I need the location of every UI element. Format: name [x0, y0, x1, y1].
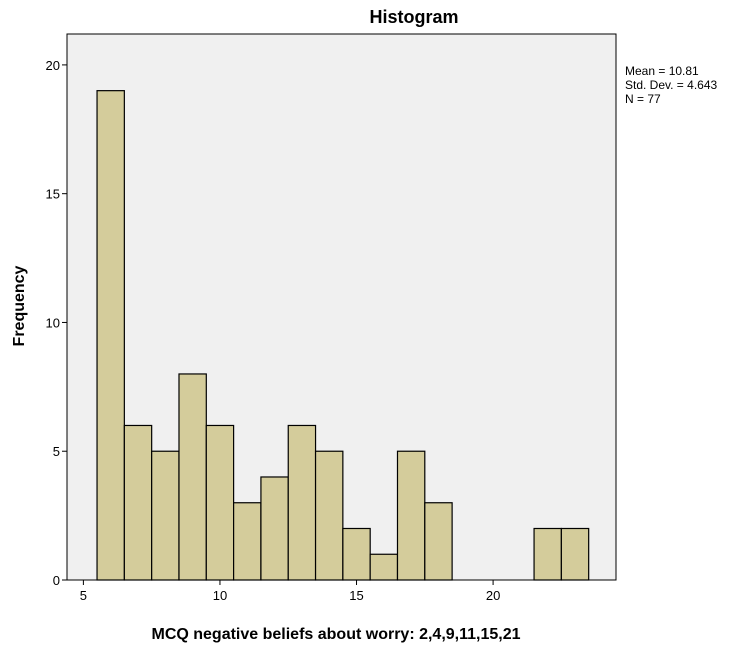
histogram-bar [424, 502, 453, 581]
x-tick-label: 20 [486, 588, 500, 603]
histogram-bar [96, 90, 125, 581]
summary-statistics: Mean = 10.81 Std. Dev. = 4.643 N = 77 [625, 64, 717, 106]
stats-std-dev: Std. Dev. = 4.643 [625, 78, 717, 92]
stats-mean: Mean = 10.81 [625, 64, 699, 78]
histogram-bar [533, 527, 562, 581]
y-tick-label: 0 [53, 573, 60, 588]
histogram-bar [560, 527, 590, 581]
y-axis-ticks: 0 5 10 15 20 [46, 58, 67, 588]
histogram-bar [123, 424, 153, 581]
histogram-bar [233, 502, 262, 581]
histogram-bar [205, 424, 235, 581]
histogram-bar [342, 527, 371, 581]
y-tick-label: 20 [46, 58, 60, 73]
histogram-bar [260, 476, 289, 581]
x-tick-label: 5 [80, 588, 87, 603]
x-axis-ticks: 5 10 15 20 [80, 580, 500, 603]
x-tick-label: 10 [213, 588, 227, 603]
plot-frame [66, 33, 617, 581]
y-tick-label: 15 [46, 187, 60, 202]
y-tick-label: 5 [53, 444, 60, 459]
histogram-bar [314, 450, 344, 581]
x-axis-title: MCQ negative beliefs about worry: 2,4,9,… [151, 626, 520, 643]
stats-n: N = 77 [625, 92, 661, 106]
bars-group [96, 90, 590, 581]
histogram-bar [287, 424, 317, 581]
chart-title: Histogram [369, 7, 458, 27]
histogram-bar [151, 450, 180, 581]
y-tick-label: 10 [46, 315, 60, 330]
histogram-bar [178, 373, 207, 581]
histogram-bar [369, 553, 399, 581]
histogram-bar [396, 450, 426, 581]
x-tick-label: 15 [349, 588, 363, 603]
y-axis-title: Frequency [11, 265, 28, 346]
